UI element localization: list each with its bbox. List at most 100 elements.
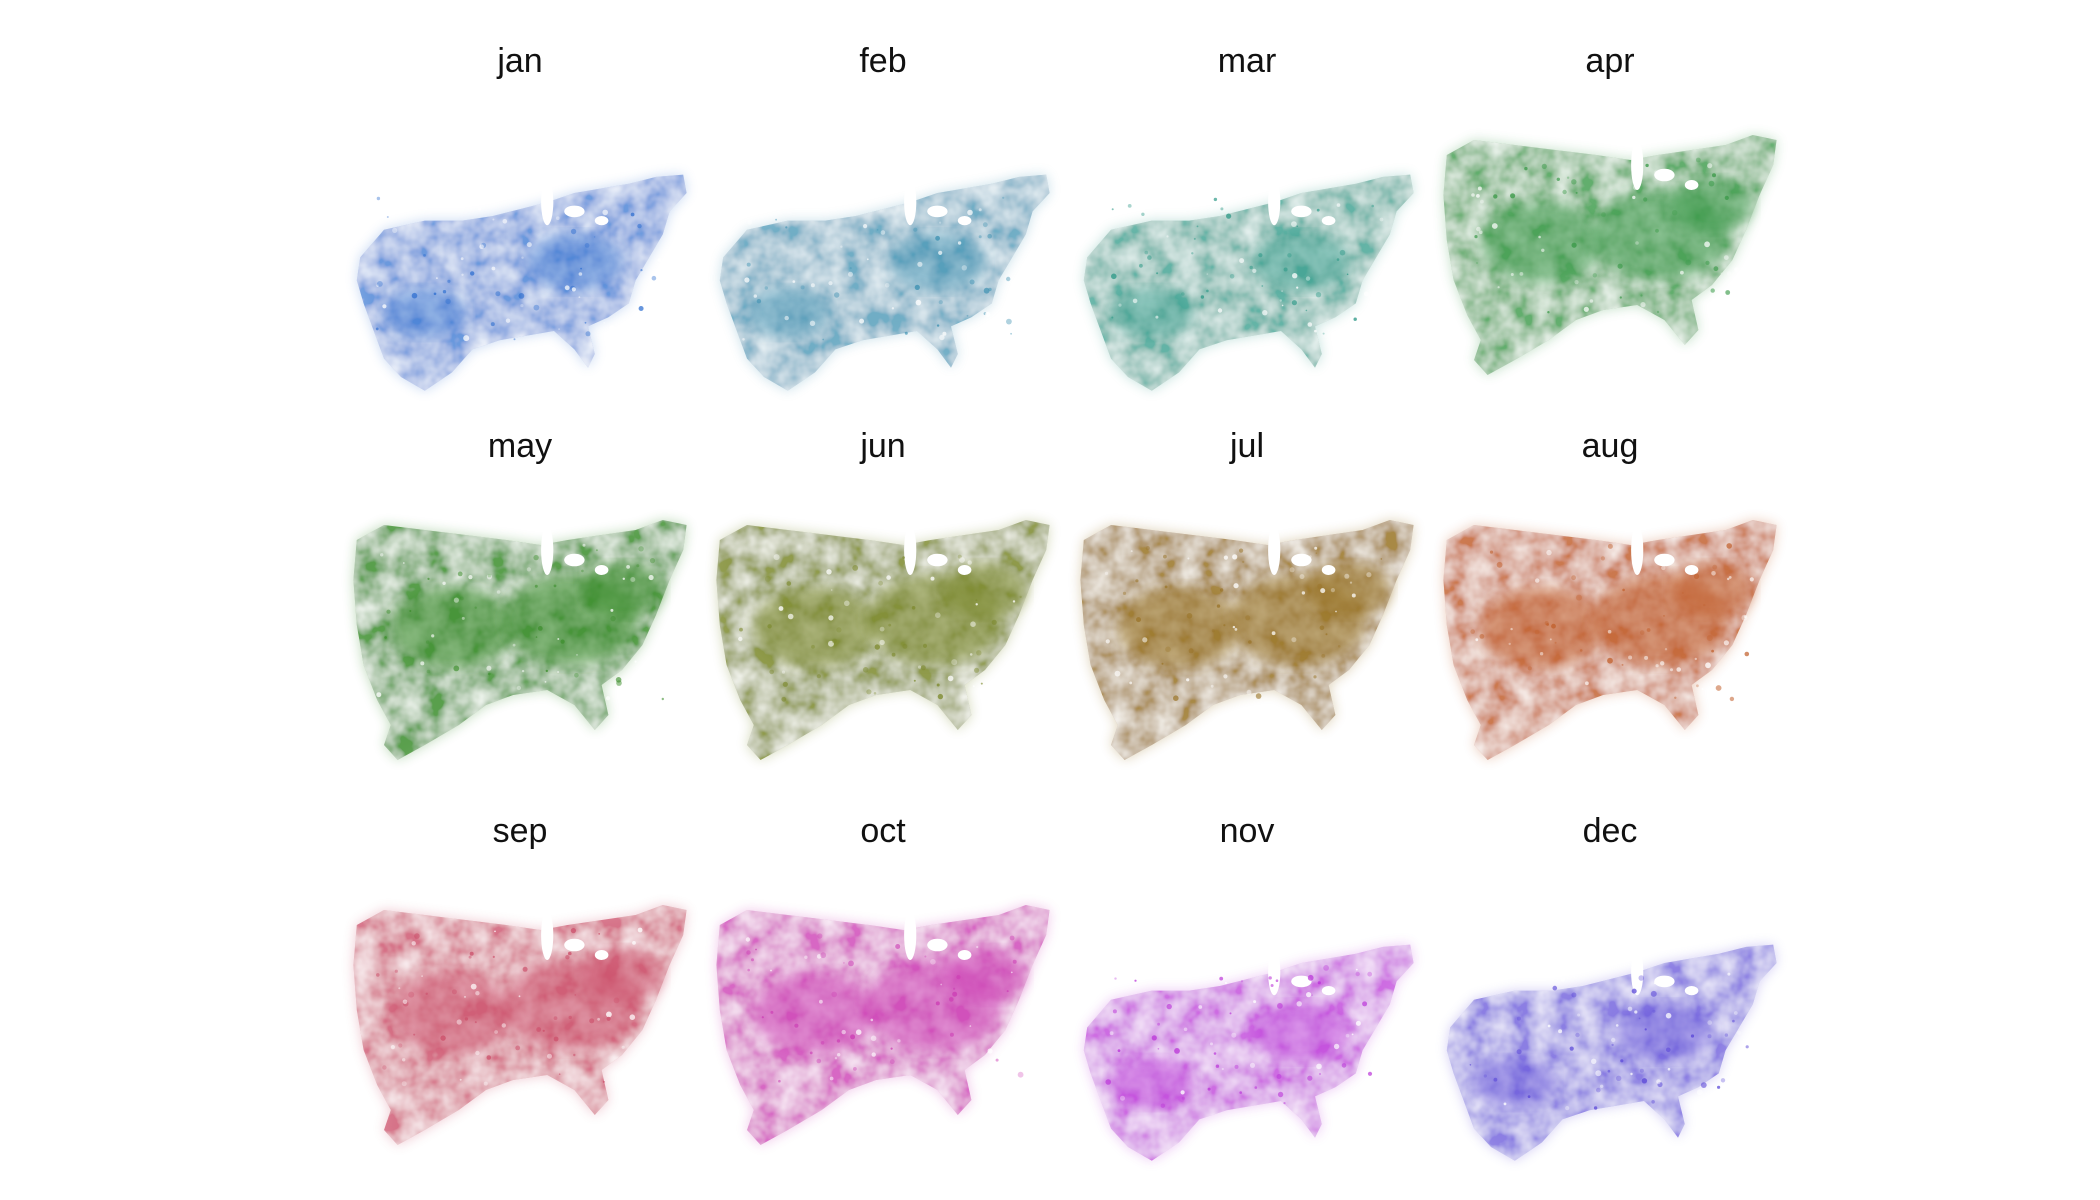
texture-speck	[424, 207, 428, 211]
density-core	[889, 233, 986, 291]
texture-speck	[1733, 1011, 1738, 1015]
texture-speck	[902, 643, 908, 649]
texture-speck	[1707, 1034, 1712, 1039]
texture-speck	[402, 562, 405, 564]
texture-speck	[1223, 555, 1228, 560]
texture-speck	[1145, 546, 1150, 551]
texture-speck	[1554, 641, 1557, 644]
lake-shape	[541, 910, 554, 960]
texture-speck	[535, 636, 538, 638]
texture-speck	[836, 627, 842, 633]
texture-speck	[1306, 992, 1312, 998]
texture-speck	[445, 298, 451, 305]
texture-speck	[1277, 1003, 1283, 1009]
texture-speck	[1111, 208, 1114, 211]
texture-speck	[888, 623, 892, 627]
texture-speck	[425, 640, 430, 644]
density-core	[1671, 178, 1753, 232]
texture-speck	[1249, 265, 1253, 270]
texture-speck	[1239, 1091, 1242, 1094]
texture-speck	[533, 554, 539, 561]
texture-speck	[534, 584, 538, 588]
texture-speck	[1355, 968, 1358, 971]
texture-speck	[747, 968, 750, 972]
texture-speck	[1632, 195, 1636, 200]
texture-speck	[376, 284, 380, 287]
lake-shape	[927, 553, 948, 567]
texture-speck	[836, 1039, 841, 1043]
texture-speck	[390, 1045, 395, 1050]
texture-speck	[853, 1067, 857, 1071]
texture-speck	[862, 667, 869, 673]
texture-speck	[1226, 213, 1232, 219]
texture-speck	[1349, 581, 1353, 584]
panel-feb: feb	[719, 42, 1050, 391]
texture-speck	[597, 1017, 600, 1021]
texture-speck	[834, 292, 840, 298]
texture-speck	[483, 1081, 488, 1086]
texture-speck	[1591, 1058, 1597, 1065]
texture-speck	[1180, 1090, 1185, 1095]
texture-speck	[1239, 548, 1244, 553]
texture-speck	[1165, 646, 1171, 653]
texture-speck	[1114, 670, 1121, 677]
texture-speck	[1119, 979, 1123, 983]
texture-speck	[1129, 681, 1133, 685]
texture-speck	[1271, 631, 1276, 636]
texture-speck	[1378, 321, 1384, 327]
texture-speck	[1186, 678, 1190, 682]
texture-speck	[1219, 976, 1224, 981]
texture-speck	[1706, 635, 1713, 641]
texture-speck	[1173, 695, 1179, 701]
texture-speck	[1745, 1045, 1749, 1049]
texture-speck	[942, 331, 947, 336]
texture-speck	[870, 1035, 877, 1042]
texture-speck	[863, 224, 868, 229]
texture-speck	[816, 954, 822, 959]
texture-speck	[1255, 693, 1262, 699]
texture-speck	[1616, 1075, 1622, 1082]
texture-speck	[917, 261, 923, 267]
texture-speck	[1641, 1078, 1648, 1084]
texture-speck	[377, 281, 383, 287]
texture-speck	[545, 669, 548, 673]
texture-speck	[486, 574, 492, 580]
texture-speck	[753, 294, 757, 298]
texture-speck	[632, 941, 636, 945]
density-core	[1480, 202, 1604, 283]
texture-speck	[949, 997, 954, 1002]
texture-speck	[496, 590, 501, 594]
lake-shape	[1321, 565, 1336, 575]
texture-speck	[1496, 561, 1503, 568]
texture-speck	[1655, 228, 1659, 233]
texture-speck	[873, 692, 877, 695]
texture-speck	[937, 693, 944, 700]
texture-speck	[426, 669, 431, 674]
texture-speck	[1371, 204, 1374, 208]
texture-speck	[961, 265, 967, 271]
texture-speck	[784, 315, 789, 321]
texture-speck	[1696, 684, 1699, 688]
texture-speck	[1579, 649, 1583, 652]
texture-speck	[1210, 1042, 1213, 1046]
texture-speck	[1254, 1086, 1258, 1089]
texture-speck	[544, 681, 547, 683]
texture-speck	[1253, 1000, 1257, 1004]
texture-speck	[1596, 1087, 1601, 1093]
texture-speck	[1210, 684, 1214, 688]
panel-title: nov	[1220, 812, 1275, 850]
texture-speck	[606, 1016, 611, 1021]
texture-speck	[486, 665, 492, 671]
texture-speck	[1611, 1043, 1614, 1047]
texture-speck	[1638, 975, 1645, 981]
texture-speck	[1373, 694, 1375, 697]
texture-speck	[1174, 1048, 1180, 1054]
texture-speck	[626, 565, 630, 569]
texture-speck	[1362, 1001, 1368, 1007]
texture-speck	[468, 955, 472, 959]
texture-speck	[1122, 591, 1127, 596]
texture-speck	[512, 643, 516, 647]
texture-speck	[1717, 1085, 1721, 1089]
texture-speck	[809, 1051, 813, 1055]
texture-speck	[1346, 273, 1349, 276]
